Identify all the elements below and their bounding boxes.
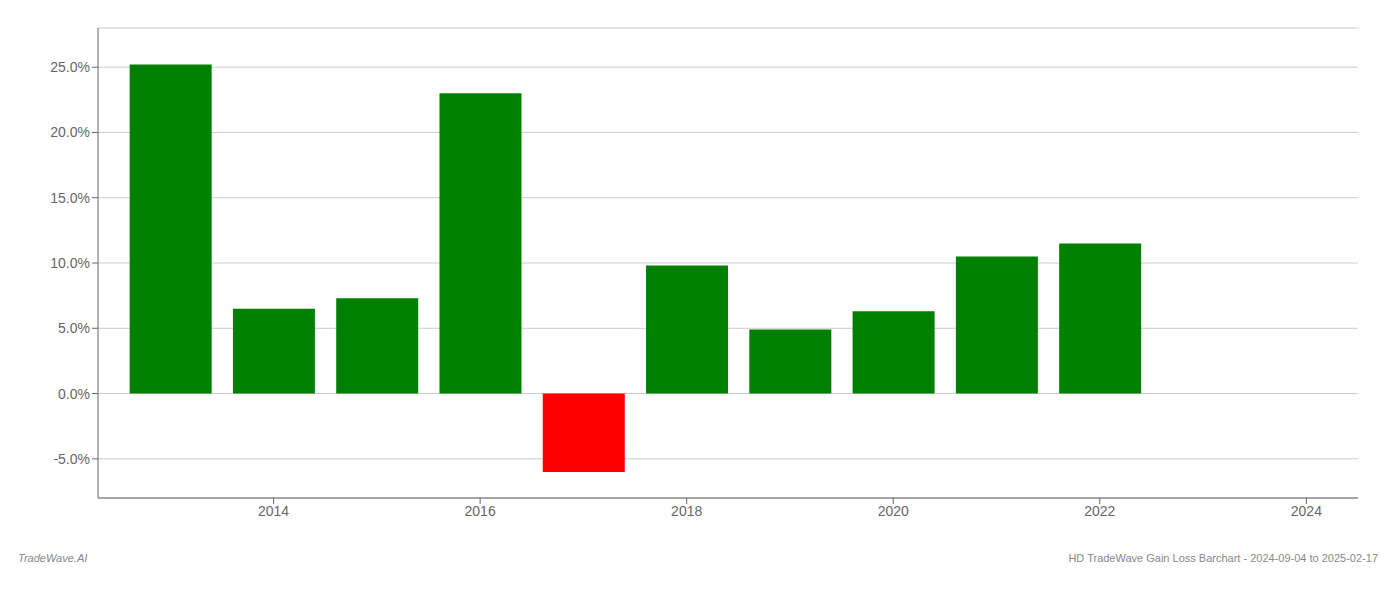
svg-text:10.0%: 10.0%	[50, 255, 90, 271]
svg-text:2014: 2014	[258, 503, 289, 519]
svg-text:5.0%: 5.0%	[58, 320, 90, 336]
svg-text:2022: 2022	[1084, 503, 1115, 519]
svg-text:2018: 2018	[671, 503, 702, 519]
svg-text:-5.0%: -5.0%	[53, 451, 90, 467]
svg-text:20.0%: 20.0%	[50, 124, 90, 140]
svg-text:25.0%: 25.0%	[50, 59, 90, 75]
svg-text:0.0%: 0.0%	[58, 386, 90, 402]
html-text:TradeWave.AI: TradeWave.AI	[18, 552, 88, 564]
svg-text:15.0%: 15.0%	[50, 190, 90, 206]
svg-text:2024: 2024	[1291, 503, 1322, 519]
html-text:HD TradeWave Gain Loss Barchar: HD TradeWave Gain Loss Barchart - 2024-0…	[1068, 552, 1378, 564]
svg-text:2016: 2016	[465, 503, 496, 519]
svg-text:2020: 2020	[878, 503, 909, 519]
